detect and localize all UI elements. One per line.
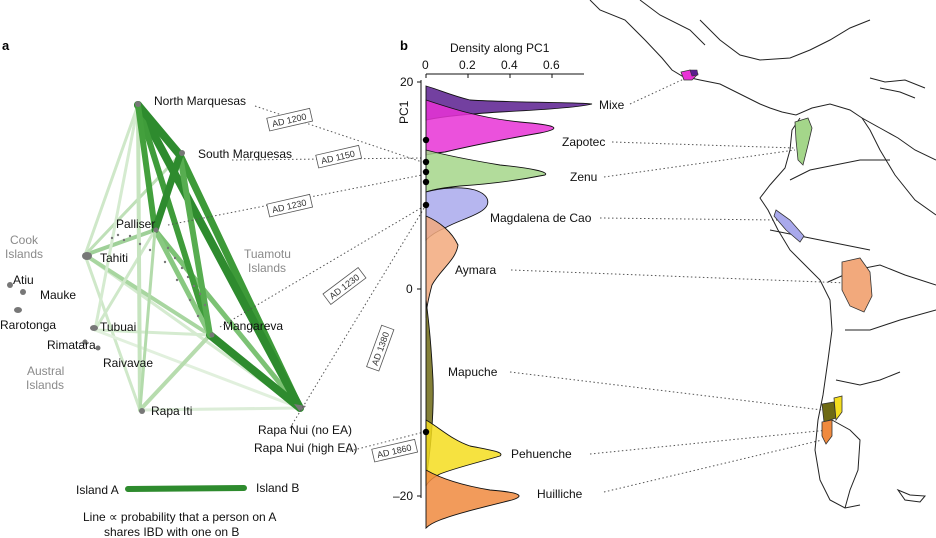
ibd-network-edges bbox=[83, 101, 304, 412]
date-box-1380: AD 1380 bbox=[366, 324, 395, 372]
label-rimatara: Rimatara bbox=[47, 338, 96, 352]
date-box-1230b: AD 1230 bbox=[322, 266, 367, 305]
panel-b-label: b bbox=[400, 38, 408, 53]
label-north-marquesas: North Marquesas bbox=[154, 94, 246, 108]
map-region-magdalena bbox=[773, 209, 805, 243]
map-region-aymara bbox=[841, 257, 873, 313]
legend-edge-sample bbox=[125, 485, 247, 492]
label-south-marquesas: South Marquesas bbox=[198, 147, 292, 161]
north-marquesas-marker bbox=[135, 101, 141, 107]
label-rarotonga: Rarotonga bbox=[0, 318, 56, 332]
population-leader-lines bbox=[509, 77, 849, 493]
date-box-1200: AD 1200 bbox=[266, 107, 314, 132]
label-rapa-iti: Rapa Iti bbox=[151, 404, 192, 418]
legend-caption-1: Line ∝ probability that a person on A bbox=[83, 510, 276, 524]
label-cook-islands-2: Islands bbox=[5, 247, 43, 261]
density-tick-0: 0 bbox=[422, 58, 429, 72]
rapa-nui-marker bbox=[294, 404, 306, 412]
label-austral-2: Islands bbox=[26, 378, 64, 392]
density-ridges bbox=[425, 85, 593, 530]
label-huilliche: Huilliche bbox=[537, 487, 583, 501]
label-cook-islands-1: Cook bbox=[10, 233, 39, 247]
date-box-1150: AD 1150 bbox=[315, 144, 363, 169]
label-pehuenche: Pehuenche bbox=[511, 447, 572, 461]
legend-caption-2: shares IBD with one on B bbox=[104, 525, 239, 538]
tuamotu-atolls bbox=[110, 233, 207, 318]
rimatara-marker bbox=[82, 339, 88, 345]
label-magdalena: Magdalena de Cao bbox=[490, 211, 592, 225]
pc1-tick-0: 0 bbox=[406, 282, 413, 296]
date-box-1230a: AD 1230 bbox=[266, 193, 314, 218]
label-tubuai: Tubuai bbox=[100, 320, 136, 334]
label-mangareva: Mangareva bbox=[223, 319, 283, 333]
label-tahiti: Tahiti bbox=[100, 251, 128, 265]
legend-island-a: Island A bbox=[76, 483, 119, 497]
label-atiu: Atiu bbox=[13, 273, 34, 287]
mauke-marker bbox=[20, 289, 26, 295]
label-austral-1: Austral bbox=[27, 364, 64, 378]
map-region-huilliche bbox=[821, 419, 833, 445]
label-palliser: Palliser bbox=[116, 217, 155, 231]
label-mapuche: Mapuche bbox=[448, 365, 498, 379]
raivavae-marker bbox=[95, 345, 101, 351]
label-tuamotu-1: Tuamotu bbox=[244, 247, 291, 261]
ridge-huilliche bbox=[425, 469, 520, 530]
island-markers bbox=[7, 101, 306, 414]
pc1-axis-title: PC1 bbox=[397, 100, 411, 124]
mangareva-marker bbox=[209, 332, 215, 338]
rapa-iti-marker bbox=[139, 408, 145, 414]
density-tick-0-4: 0.4 bbox=[501, 58, 518, 72]
atiu-marker bbox=[7, 282, 13, 288]
admixture-dots bbox=[422, 136, 430, 436]
ridge-aymara bbox=[425, 215, 459, 319]
pc1-axis: 20 0 –20 bbox=[393, 75, 422, 503]
label-rapa-nui-high-ea: Rapa Nui (high EA) bbox=[254, 441, 357, 455]
label-mauke: Mauke bbox=[40, 288, 76, 302]
map-region-pehuenche bbox=[833, 395, 843, 422]
rarotonga-marker bbox=[14, 307, 22, 313]
density-axis: 0 0.2 0.4 0.6 bbox=[422, 58, 584, 78]
map-region-mapuche bbox=[821, 401, 837, 423]
label-zapotec: Zapotec bbox=[562, 135, 605, 149]
date-box-1860: AD 1860 bbox=[371, 438, 419, 463]
palliser-marker bbox=[153, 227, 159, 233]
pc1-tick-neg20: –20 bbox=[393, 489, 413, 503]
tubuai-marker bbox=[90, 325, 98, 331]
label-aymara: Aymara bbox=[455, 263, 496, 277]
density-tick-0-2: 0.2 bbox=[459, 58, 476, 72]
map-region-zenu bbox=[794, 117, 813, 166]
americas-map bbox=[589, 0, 936, 509]
ridge-zenu bbox=[425, 149, 547, 193]
label-raivavae: Raivavae bbox=[103, 356, 153, 370]
legend-island-b: Island B bbox=[256, 481, 299, 495]
density-axis-title: Density along PC1 bbox=[450, 41, 550, 55]
pc1-tick-20: 20 bbox=[400, 75, 414, 89]
south-marquesas-marker bbox=[179, 150, 185, 156]
density-tick-0-6: 0.6 bbox=[543, 58, 560, 72]
tahiti-marker bbox=[82, 252, 92, 260]
label-zenu: Zenu bbox=[570, 170, 597, 184]
panel-a-label: a bbox=[2, 38, 10, 53]
label-mixe: Mixe bbox=[599, 98, 625, 112]
label-tuamotu-2: Islands bbox=[248, 261, 286, 275]
label-rapa-nui-no-ea: Rapa Nui (no EA) bbox=[258, 423, 352, 437]
